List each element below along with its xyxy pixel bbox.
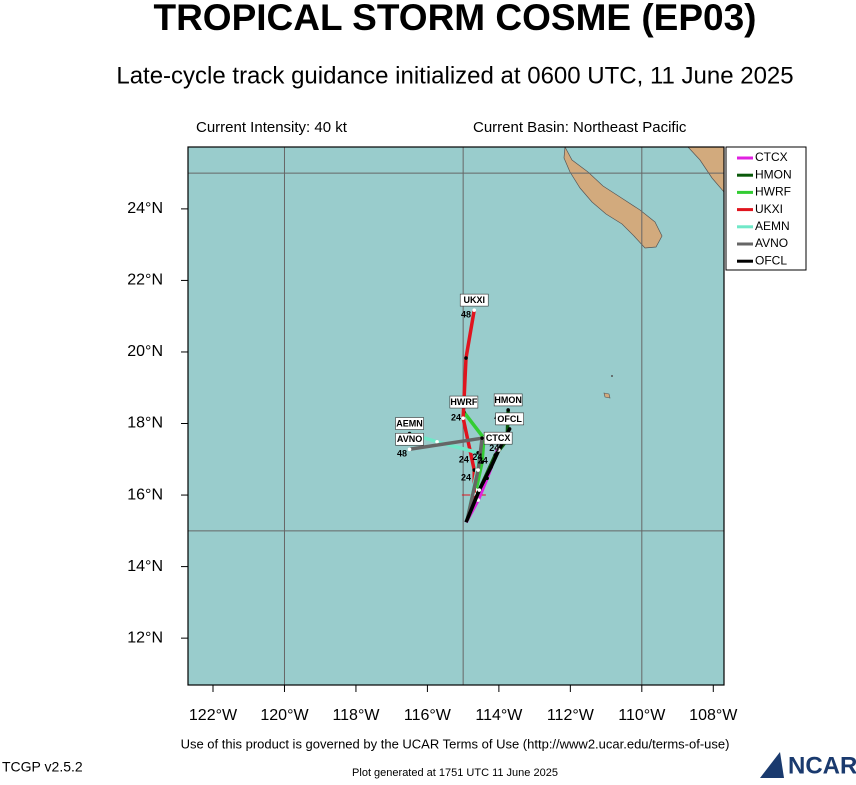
legend-label: CTCX — [755, 150, 788, 164]
hour-label: 24 — [489, 443, 499, 453]
y-tick-label: 18°N — [127, 415, 163, 432]
hour-label: 24 — [472, 452, 482, 462]
track-point — [472, 308, 477, 312]
track-point — [497, 448, 501, 452]
hour-label: 24 — [478, 455, 488, 465]
terms: Use of this product is governed by the U… — [181, 736, 730, 751]
island — [603, 392, 611, 399]
track-point — [477, 488, 482, 492]
x-tick-label: 114°W — [475, 707, 523, 724]
track-label-box — [395, 417, 424, 430]
track-point — [506, 408, 510, 412]
track-point — [407, 447, 412, 452]
x-tick-label: 112°W — [547, 707, 595, 724]
logo: NCAR — [788, 752, 856, 779]
map-frame — [187, 146, 725, 686]
version: TCGP v2.5.2 — [2, 759, 83, 775]
legend-label: HMON — [755, 167, 792, 181]
y-tick-label: 22°N — [127, 272, 163, 289]
track-label-box — [449, 395, 479, 409]
subtitle: Late-cycle track guidance initialized at… — [116, 62, 793, 89]
legend-label: HWRF — [755, 185, 791, 199]
track-label: AVNO — [397, 434, 422, 444]
generated: Plot generated at 1751 UTC 11 June 2025 — [352, 767, 558, 779]
track-point — [476, 468, 480, 472]
track-point — [464, 356, 468, 360]
track-label-box — [495, 412, 524, 426]
track-point — [435, 439, 439, 444]
x-tick-label: 108°W — [689, 707, 738, 724]
y-tick-label: 16°N — [127, 486, 163, 503]
track-label: HWRF — [450, 397, 477, 407]
y-tick-label: 12°N — [127, 629, 163, 646]
legend-label: AEMN — [755, 219, 790, 233]
y-tick-label: 14°N — [127, 558, 163, 575]
track-line — [409, 436, 484, 521]
x-tick-label: 116°W — [404, 707, 452, 724]
hour-label: 24 — [459, 454, 469, 464]
track-label: HMON — [494, 395, 522, 405]
x-tick-label: 118°W — [332, 707, 380, 724]
track-point — [480, 460, 484, 464]
hour-label: 48 — [461, 310, 471, 320]
track-label-box — [483, 431, 513, 445]
legend-label: UKXI — [755, 202, 783, 216]
track-label-box — [459, 293, 489, 307]
x-tick-label: 110°W — [618, 707, 666, 724]
legend-label: AVNO — [755, 236, 788, 250]
track-label: OFCL — [497, 414, 522, 424]
hour-label: 24 — [451, 413, 461, 423]
hour-label: 48 — [397, 448, 407, 458]
title: TROPICAL STORM COSME (EP03) — [153, 0, 756, 38]
track-label: CTCX — [486, 433, 511, 443]
x-tick-label: 120°W — [260, 707, 309, 724]
track-point — [489, 465, 493, 469]
track-label: UKXI — [463, 295, 485, 305]
x-tick-label: 122°W — [189, 707, 238, 724]
track-label-box — [493, 393, 523, 407]
basin: Current Basin: Northeast Pacific — [473, 119, 687, 136]
logo-mark — [760, 752, 784, 778]
y-tick-label: 24°N — [127, 200, 163, 217]
track-point — [507, 427, 512, 431]
track-point — [480, 436, 484, 440]
land — [563, 147, 724, 399]
track-label-box — [395, 432, 424, 446]
baja-peninsula — [563, 147, 663, 249]
track-point — [461, 416, 465, 420]
track-label: AEMN — [396, 418, 423, 428]
intensity: Current Intensity: 40 kt — [196, 119, 348, 136]
hour-label: 24 — [461, 472, 471, 482]
legend-label: OFCL — [755, 253, 787, 267]
mainland — [687, 147, 724, 193]
island — [611, 375, 613, 377]
y-tick-label: 20°N — [127, 343, 163, 360]
